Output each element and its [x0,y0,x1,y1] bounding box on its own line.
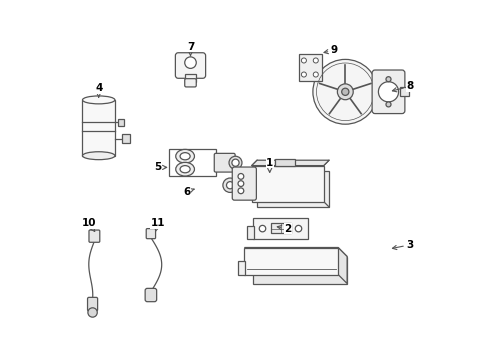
Text: 5: 5 [154,162,166,172]
Ellipse shape [180,166,190,173]
Bar [118,119,124,126]
Bar [298,54,321,81]
Circle shape [226,181,233,189]
Bar [82,100,115,156]
Circle shape [228,156,242,169]
FancyBboxPatch shape [87,297,98,311]
Polygon shape [251,160,328,166]
Bar [247,226,253,239]
Circle shape [385,102,390,107]
Bar [252,218,308,239]
Circle shape [313,72,318,77]
Bar [253,256,346,284]
Bar [257,171,328,207]
Ellipse shape [82,96,115,104]
Text: 10: 10 [81,218,96,231]
Ellipse shape [175,149,194,163]
Bar [168,149,215,176]
FancyBboxPatch shape [214,153,235,172]
Circle shape [295,225,301,232]
Circle shape [301,72,306,77]
Bar [399,87,408,96]
Circle shape [231,159,239,166]
Text: 9: 9 [324,45,337,55]
Polygon shape [244,248,346,256]
Ellipse shape [82,152,115,160]
Circle shape [378,82,398,102]
FancyBboxPatch shape [232,167,256,200]
Text: 4: 4 [95,83,102,97]
Circle shape [238,181,244,186]
Bar [275,159,294,166]
Circle shape [238,174,244,179]
Text: 2: 2 [277,224,291,234]
Polygon shape [337,248,346,284]
Ellipse shape [180,153,190,160]
Circle shape [88,308,97,317]
Ellipse shape [175,162,194,176]
FancyBboxPatch shape [89,230,100,242]
FancyBboxPatch shape [175,53,205,78]
Circle shape [259,225,265,232]
FancyBboxPatch shape [184,78,196,87]
Bar [238,261,244,274]
Circle shape [313,58,318,63]
Text: 7: 7 [186,42,194,55]
Circle shape [312,59,377,124]
Circle shape [238,188,244,194]
Circle shape [184,57,196,68]
Circle shape [337,84,352,100]
FancyBboxPatch shape [146,229,155,239]
Bar [184,74,196,82]
Bar [244,248,337,274]
Bar [251,166,323,202]
FancyBboxPatch shape [145,288,156,302]
Circle shape [385,77,390,82]
Text: 1: 1 [265,158,273,172]
Text: 3: 3 [392,240,413,250]
Bar [122,134,130,143]
Bar [271,223,291,233]
FancyBboxPatch shape [371,70,404,114]
Circle shape [341,88,348,95]
Text: 8: 8 [391,81,413,92]
Text: 6: 6 [183,186,194,197]
Circle shape [223,178,237,192]
Circle shape [301,58,306,63]
Text: 11: 11 [150,218,165,231]
